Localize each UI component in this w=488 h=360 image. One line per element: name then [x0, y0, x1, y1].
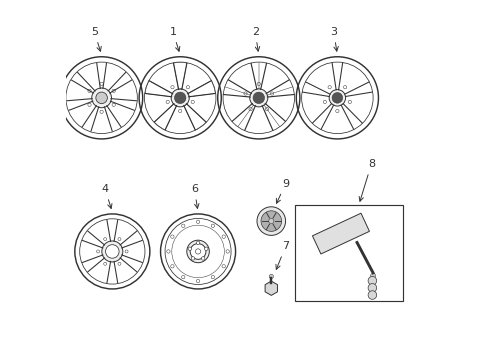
Bar [294, 205, 403, 301]
Text: 5: 5 [91, 27, 101, 51]
Circle shape [181, 275, 184, 279]
Circle shape [88, 103, 91, 107]
Circle shape [188, 247, 191, 251]
Circle shape [335, 109, 338, 113]
Circle shape [367, 291, 376, 299]
Circle shape [196, 241, 200, 244]
Circle shape [347, 100, 351, 104]
Polygon shape [312, 213, 369, 254]
Circle shape [186, 240, 209, 263]
Circle shape [222, 265, 225, 268]
Circle shape [170, 235, 174, 238]
Circle shape [112, 103, 115, 107]
Circle shape [211, 224, 214, 228]
Circle shape [249, 89, 267, 107]
Circle shape [268, 219, 273, 224]
Text: 3: 3 [329, 27, 338, 51]
Circle shape [244, 92, 246, 95]
Circle shape [327, 86, 330, 89]
Circle shape [118, 262, 121, 265]
Circle shape [248, 108, 252, 111]
Circle shape [100, 110, 103, 113]
Circle shape [270, 92, 273, 95]
Circle shape [92, 88, 111, 108]
Text: 7: 7 [275, 242, 288, 269]
Circle shape [88, 89, 91, 93]
Text: 9: 9 [276, 179, 288, 203]
Circle shape [204, 247, 207, 251]
Circle shape [118, 238, 121, 240]
Circle shape [181, 224, 184, 228]
Text: 6: 6 [191, 184, 199, 208]
Circle shape [323, 100, 326, 104]
Circle shape [225, 250, 229, 253]
Circle shape [257, 207, 285, 235]
Text: 2: 2 [251, 27, 259, 51]
Circle shape [211, 275, 214, 279]
Text: 4: 4 [102, 184, 112, 208]
Circle shape [191, 100, 194, 104]
Circle shape [331, 93, 342, 103]
Circle shape [328, 90, 345, 106]
Circle shape [96, 250, 100, 253]
Text: 8: 8 [358, 159, 374, 201]
Circle shape [190, 244, 205, 259]
Circle shape [201, 257, 204, 260]
Text: 1: 1 [169, 27, 180, 51]
Circle shape [105, 245, 119, 258]
Circle shape [103, 238, 106, 240]
Circle shape [171, 89, 189, 107]
Circle shape [186, 86, 189, 89]
Circle shape [196, 220, 199, 224]
Circle shape [100, 82, 103, 86]
Circle shape [166, 100, 169, 104]
Circle shape [268, 274, 273, 279]
Circle shape [196, 279, 199, 283]
Circle shape [367, 276, 376, 285]
Circle shape [103, 262, 106, 265]
Circle shape [367, 284, 376, 292]
Circle shape [343, 86, 346, 89]
Circle shape [195, 249, 200, 254]
Circle shape [222, 235, 225, 238]
Circle shape [125, 250, 128, 253]
Circle shape [191, 257, 194, 260]
Circle shape [370, 273, 375, 278]
Polygon shape [264, 281, 277, 296]
Circle shape [257, 82, 260, 86]
Circle shape [265, 108, 268, 111]
Circle shape [261, 211, 281, 231]
Circle shape [166, 250, 170, 253]
Circle shape [252, 92, 264, 104]
Circle shape [102, 241, 122, 262]
Circle shape [174, 92, 185, 104]
Circle shape [170, 86, 174, 89]
Circle shape [170, 265, 174, 268]
Circle shape [112, 89, 115, 93]
Circle shape [96, 92, 107, 104]
Circle shape [178, 109, 182, 113]
